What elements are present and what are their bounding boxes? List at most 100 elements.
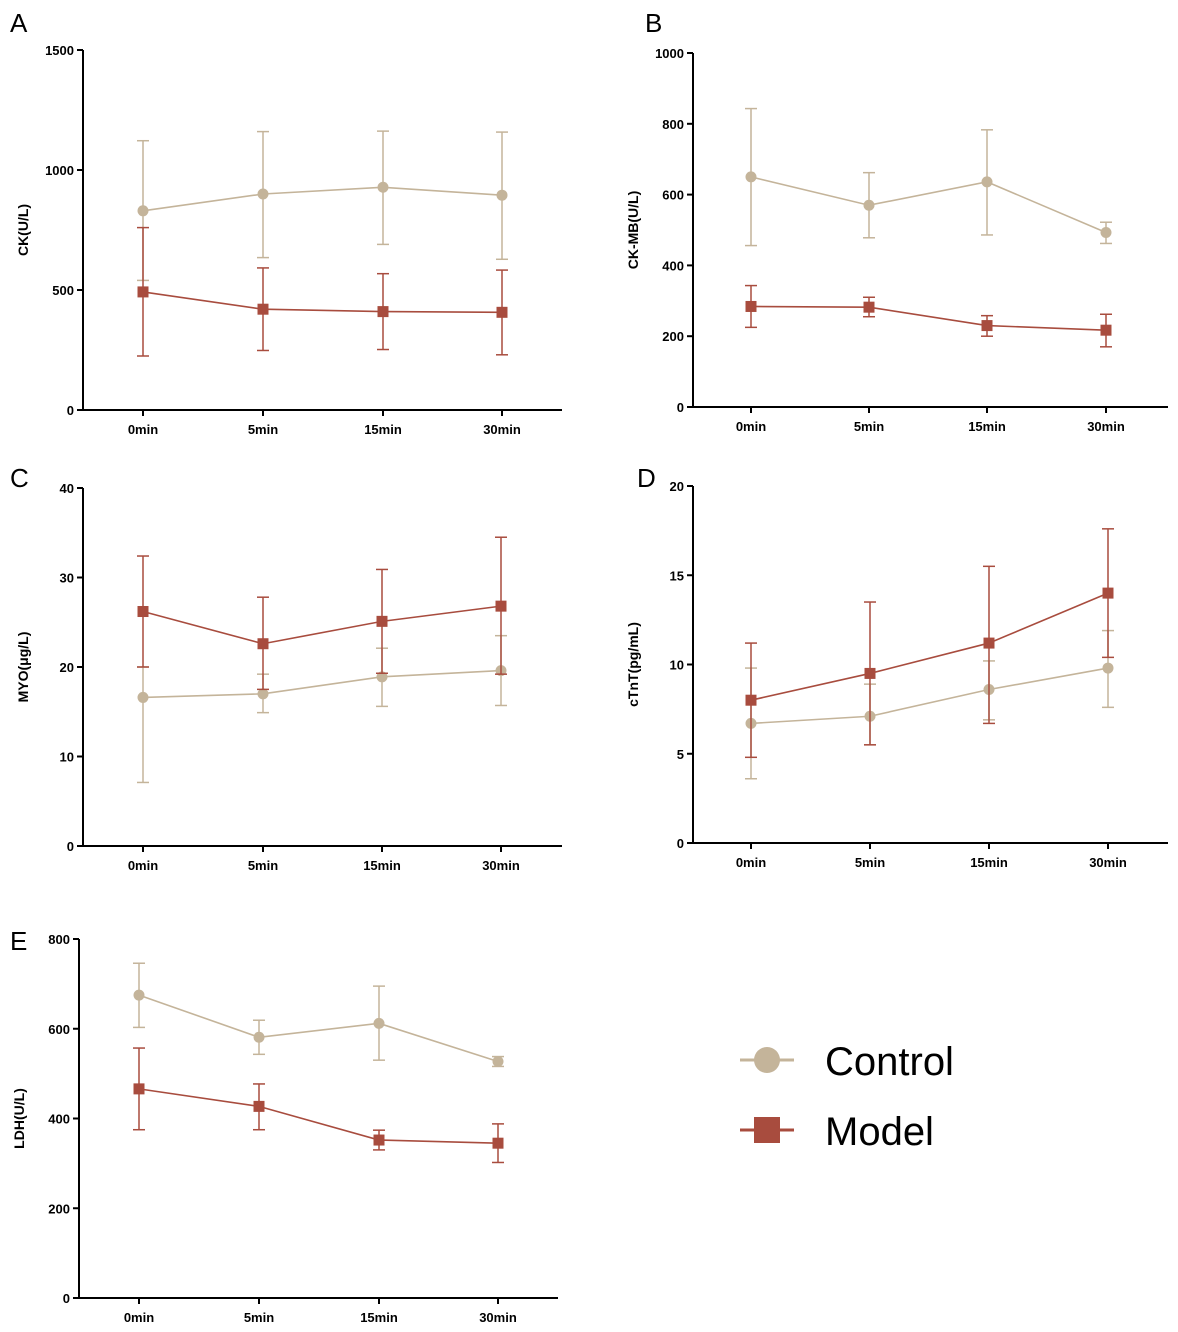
chart-panel-a: A 0 500 1000 1500 0min 5min 15min 30min CK(U/L)	[10, 8, 562, 437]
y-tick-label: 0	[67, 403, 74, 418]
data-point	[257, 303, 269, 315]
data-point	[376, 671, 388, 683]
y-tick-label: 800	[662, 117, 684, 132]
data-point	[495, 600, 507, 612]
data-point	[981, 176, 993, 188]
data-point	[1100, 226, 1112, 238]
y-tick-label: 10	[670, 658, 684, 673]
panel-letter: B	[645, 8, 662, 38]
x-tick-label: 15min	[968, 419, 1006, 434]
x-tick-label: 15min	[360, 1310, 398, 1325]
x-tick-label: 5min	[248, 422, 278, 437]
y-tick-label: 600	[48, 1022, 70, 1037]
data-point	[377, 181, 389, 193]
chart-panel-c: C 0 10 20 30 40 0min 5min 15min 30min MYO(μg/L)	[10, 463, 562, 873]
data-point	[377, 306, 389, 318]
panel-letter: E	[10, 926, 27, 956]
data-point	[863, 199, 875, 211]
legend: Control Model	[740, 1040, 954, 1154]
series-line	[142, 291, 503, 314]
x-tick-label: 30min	[479, 1310, 517, 1325]
data-point	[376, 615, 388, 627]
data-point	[253, 1031, 265, 1043]
legend-item-model: Model	[740, 1110, 934, 1154]
y-tick-label: 40	[60, 481, 74, 496]
y-tick-label: 1500	[45, 43, 74, 58]
data-point	[137, 691, 149, 703]
y-tick-label: 0	[677, 400, 684, 415]
x-tick-label: 0min	[128, 422, 158, 437]
data-point	[745, 171, 757, 183]
legend-marker-control	[754, 1047, 780, 1073]
legend-marker-model	[754, 1117, 780, 1143]
y-tick-label: 15	[670, 568, 684, 583]
chart-panel-e: E 0 200 400 600 800 0min 5min 15min 30min LDH(U/L)	[10, 926, 558, 1325]
series-line	[138, 1088, 499, 1144]
series-line	[142, 186, 503, 212]
x-tick-label: 5min	[854, 419, 884, 434]
data-point	[253, 1100, 265, 1112]
series-model	[745, 528, 1114, 759]
data-point	[137, 606, 149, 618]
data-point	[137, 205, 149, 217]
y-tick-label: 500	[52, 283, 74, 298]
y-tick-label: 30	[60, 571, 74, 586]
y-tick-label: 800	[48, 932, 70, 947]
series-model	[137, 536, 507, 691]
data-point	[983, 637, 995, 649]
y-axis-title: LDH(U/L)	[11, 1088, 27, 1149]
y-axis-title: cTnT(pg/mL)	[625, 622, 641, 707]
x-tick-label: 5min	[244, 1310, 274, 1325]
data-point	[133, 1083, 145, 1095]
series-control	[745, 107, 1112, 247]
x-tick-label: 30min	[482, 858, 520, 873]
series-control	[745, 629, 1114, 780]
y-tick-label: 400	[662, 258, 684, 273]
x-tick-label: 0min	[736, 855, 766, 870]
x-tick-label: 15min	[970, 855, 1008, 870]
x-tick-label: 15min	[364, 422, 402, 437]
x-tick-label: 5min	[248, 858, 278, 873]
data-point	[492, 1137, 504, 1149]
data-point	[864, 667, 876, 679]
x-tick-label: 15min	[363, 858, 401, 873]
series-line	[750, 667, 1109, 725]
series-model	[133, 1047, 504, 1164]
series-line	[138, 994, 499, 1063]
series-model	[137, 226, 508, 357]
x-tick-label: 30min	[1089, 855, 1127, 870]
y-axis-title: CK(U/L)	[15, 204, 31, 256]
data-point	[373, 1134, 385, 1146]
data-point	[1102, 662, 1114, 674]
x-tick-label: 30min	[1087, 419, 1125, 434]
data-point	[981, 320, 993, 332]
data-point	[492, 1056, 504, 1068]
data-point	[745, 694, 757, 706]
legend-label-control: Control	[825, 1040, 954, 1084]
y-tick-label: 20	[670, 479, 684, 494]
x-tick-label: 0min	[736, 419, 766, 434]
panel-letter: D	[637, 463, 656, 493]
y-tick-label: 0	[67, 839, 74, 854]
y-tick-label: 1000	[45, 163, 74, 178]
panel-letter: C	[10, 463, 29, 493]
data-point	[1100, 324, 1112, 336]
legend-label-model: Model	[825, 1110, 934, 1154]
x-tick-label: 0min	[128, 858, 158, 873]
series-control	[137, 130, 508, 282]
data-point	[137, 286, 149, 298]
y-axis-title: CK-MB(U/L)	[625, 191, 641, 270]
y-tick-label: 1000	[655, 46, 684, 61]
data-point	[133, 989, 145, 1001]
chart-panel-d: D 0 5 10 15 20 0min 5min 15min 30min cTnT(pg/mL)	[625, 463, 1168, 870]
y-axis-title: MYO(μg/L)	[15, 632, 31, 703]
series-line	[142, 669, 502, 699]
y-tick-label: 200	[48, 1201, 70, 1216]
data-point	[1102, 587, 1114, 599]
data-point	[863, 301, 875, 313]
data-point	[496, 306, 508, 318]
data-point	[373, 1017, 385, 1029]
y-tick-label: 400	[48, 1112, 70, 1127]
y-tick-label: 600	[662, 188, 684, 203]
